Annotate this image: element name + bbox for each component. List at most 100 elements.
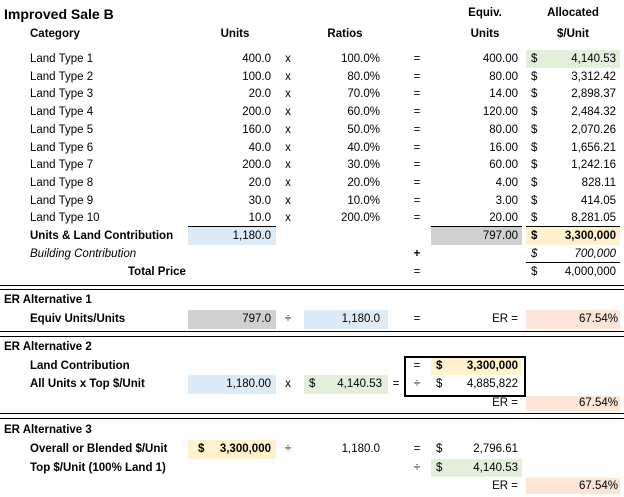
dollar-sign: $ <box>531 53 538 65</box>
alt2-top-rate: 4,140.53 <box>337 378 382 390</box>
equals-operator: = <box>413 159 421 171</box>
equals-operator: = <box>413 53 421 65</box>
alt3-overall-highlight <box>188 440 276 459</box>
equals-operator: = <box>392 378 400 390</box>
er-alt1-title: ER Alternative 1 <box>4 294 92 306</box>
alt2-product: 4,885,822 <box>466 378 518 390</box>
alt3-er-value: 67.54% <box>578 480 618 492</box>
multiply-operator: x <box>285 177 291 189</box>
alt2-units-highlight <box>188 375 276 394</box>
alt3-er-highlight <box>526 478 620 494</box>
land-contribution-label: Land Contribution <box>30 360 130 372</box>
total-price-value: 4,000,000 <box>564 266 616 278</box>
row-ratio: 200.0% <box>340 212 380 224</box>
er-alt2-title: ER Alternative 2 <box>4 341 92 353</box>
alt1-er-highlight <box>526 310 620 329</box>
section-divider <box>0 331 624 332</box>
alt1-units-highlight <box>304 310 388 329</box>
building-contribution-value: 700,000 <box>574 248 616 260</box>
header-category: Category <box>30 28 80 40</box>
units-total: 1,180.0 <box>232 230 271 242</box>
equiv-total-highlight <box>431 227 522 245</box>
row-ratio: 10.0% <box>347 195 380 207</box>
row-allocated: 8,281.05 <box>571 212 616 224</box>
row-equiv-units: 120.00 <box>482 106 518 118</box>
alt3-top-highlight <box>431 459 522 477</box>
row-ratio: 60.0% <box>347 106 380 118</box>
row-category: Land Type 2 <box>30 71 94 83</box>
alt3-overall-value: 3,300,000 <box>219 443 271 455</box>
er-alt3-title: ER Alternative 3 <box>4 424 92 436</box>
alt2-er-value: 67.54% <box>578 397 618 409</box>
alt1-units: 1,180.0 <box>341 313 380 325</box>
units-sum-line <box>188 226 276 227</box>
multiply-operator: x <box>285 378 291 390</box>
row-equiv-units: 400.00 <box>482 53 518 65</box>
row-category: Land Type 9 <box>30 195 94 207</box>
section-divider <box>0 413 624 414</box>
row-equiv-units: 60.00 <box>489 159 518 171</box>
land-contribution-value: 3,300,000 <box>564 230 616 242</box>
plus-operator: + <box>413 248 421 260</box>
alt3-blended-value: 2,796.61 <box>473 443 518 455</box>
building-contribution-label: Building Contribution <box>30 248 137 260</box>
multiply-operator: x <box>285 53 291 65</box>
dollar-sign: $ <box>531 195 538 207</box>
row-ratio: 30.0% <box>347 159 380 171</box>
dollar-sign: $ <box>531 230 538 242</box>
equals-operator: = <box>413 124 421 136</box>
dollar-sign: $ <box>531 71 538 83</box>
alt1-er-label: ER = <box>492 313 518 325</box>
alt1-equiv-highlight <box>188 310 276 329</box>
row-allocated: 2,898.37 <box>571 88 616 100</box>
row-equiv-units: 14.00 <box>489 88 518 100</box>
row-units: 30.0 <box>248 195 271 207</box>
alloc-sum-line <box>526 226 620 227</box>
dollar-sign: $ <box>436 360 443 372</box>
alt2-land-highlight <box>431 357 522 375</box>
row-allocated: 3,312.42 <box>571 71 616 83</box>
row-ratio: 40.0% <box>347 142 380 154</box>
building-underline <box>526 262 620 263</box>
row-ratio: 100.0% <box>340 53 380 65</box>
row-equiv-units: 20.00 <box>489 212 518 224</box>
divide-operator: ÷ <box>284 443 292 455</box>
row-ratio: 80.0% <box>347 71 380 83</box>
equals-operator: = <box>413 266 421 278</box>
multiply-operator: x <box>285 159 291 171</box>
header-allocated-line1: Allocated <box>547 7 599 19</box>
multiply-operator: x <box>285 142 291 154</box>
header-allocated-line2: $/Unit <box>557 28 589 40</box>
total-price-label: Total Price <box>128 266 186 278</box>
section-divider <box>0 285 624 286</box>
units-total-highlight <box>188 227 276 245</box>
dollar-sign: $ <box>531 159 538 171</box>
alt2-formula-box <box>404 356 526 397</box>
row-category: Land Type 8 <box>30 177 94 189</box>
dollar-sign: $ <box>531 88 538 100</box>
row-allocated: 4,140.53 <box>571 53 616 65</box>
dollar-sign: $ <box>531 248 538 260</box>
dollar-sign: $ <box>198 443 205 455</box>
dollar-sign: $ <box>436 378 443 390</box>
multiply-operator: x <box>285 71 291 83</box>
row-units: 40.0 <box>248 142 271 154</box>
dollar-sign: $ <box>436 443 443 455</box>
column-gap <box>388 45 402 267</box>
row-equiv-units: 4.00 <box>495 177 518 189</box>
row-units: 20.0 <box>248 177 271 189</box>
multiply-operator: x <box>285 195 291 207</box>
overall-blended-label: Overall or Blended $/Unit <box>30 443 168 455</box>
equals-operator: = <box>413 313 421 325</box>
header-units: Units <box>220 28 250 40</box>
alt2-er-highlight <box>526 396 620 411</box>
row-allocated: 2,070.26 <box>571 124 616 136</box>
row-category: Land Type 4 <box>30 106 94 118</box>
row-equiv-units: 3.00 <box>495 195 518 207</box>
dollar-sign: $ <box>309 378 316 390</box>
row-ratio: 50.0% <box>347 124 380 136</box>
dollar-sign: $ <box>531 266 538 278</box>
top-rate-highlight <box>526 50 620 68</box>
multiply-operator: x <box>285 88 291 100</box>
section-divider <box>0 289 624 290</box>
